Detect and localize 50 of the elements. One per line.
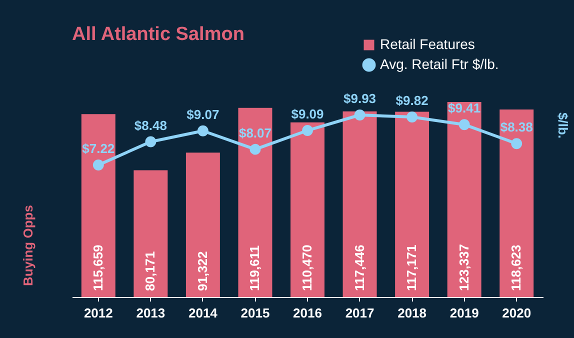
x-tick-label: 2017 (345, 306, 374, 320)
bar (134, 170, 168, 297)
x-tick-label: 2019 (450, 306, 479, 320)
data-label: 117,171 (404, 244, 420, 291)
bar (447, 102, 482, 297)
point (511, 138, 522, 150)
data-label: $8.38 (500, 120, 533, 135)
y-axis-title: Buying Opps (20, 205, 36, 286)
x-tick-label: 2013 (136, 306, 166, 320)
data-label: $9.93 (344, 91, 376, 106)
x-tick-label: 2016 (293, 306, 322, 320)
bar (342, 111, 377, 297)
x-tick-label: 2018 (398, 306, 427, 320)
chart-title: All Atlantic Salmon (72, 24, 244, 45)
x-tick-label: 2015 (240, 306, 270, 320)
point (197, 125, 208, 136)
bar (186, 152, 220, 297)
legend-label: Avg. Retail Ftr $/lb. (380, 56, 499, 72)
data-label: $7.22 (82, 141, 115, 156)
point (406, 112, 418, 122)
point (354, 110, 366, 120)
data-label: $8.48 (134, 118, 167, 133)
y2-axis-title: $/lb. (556, 112, 570, 139)
data-label: 80,171 (142, 251, 158, 291)
data-label: $9.41 (448, 100, 481, 116)
data-label: 118,623 (508, 244, 524, 291)
bar (238, 108, 272, 297)
data-label: 91,322 (194, 251, 210, 291)
point (302, 125, 313, 136)
point (145, 136, 156, 148)
data-label: 110,470 (300, 244, 314, 291)
data-label: $8.07 (238, 125, 272, 140)
point (92, 160, 104, 170)
data-label: 115,659 (90, 244, 106, 291)
point (250, 144, 261, 155)
data-label: $9.82 (396, 93, 428, 108)
data-label: $9.07 (186, 106, 220, 122)
bar (395, 112, 430, 297)
point (458, 119, 470, 130)
bar (290, 122, 324, 297)
x-tick-label: 2014 (188, 306, 218, 320)
x-tick-label: 2020 (502, 306, 532, 320)
data-label: 117,446 (352, 244, 367, 291)
bar (500, 109, 534, 297)
x-tick-label: 2012 (84, 306, 113, 320)
data-label: 123,337 (456, 244, 472, 291)
legend-label: Retail Features (380, 36, 475, 52)
data-label: $9.09 (291, 106, 324, 122)
data-label: 119,611 (247, 245, 262, 291)
bar (81, 114, 116, 297)
